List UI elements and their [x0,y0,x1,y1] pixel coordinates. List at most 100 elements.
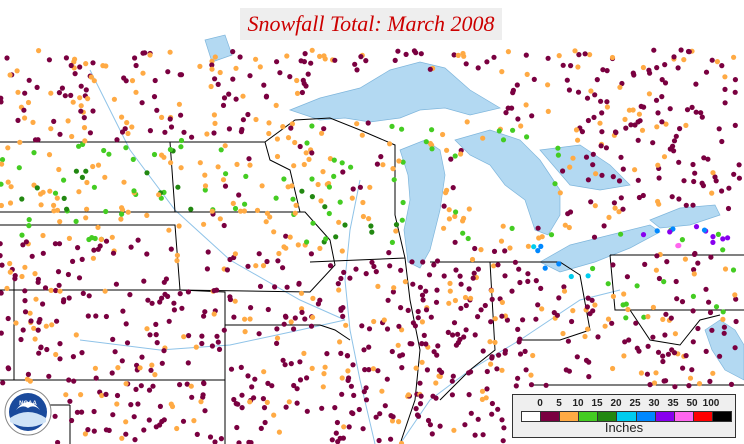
station-marker [95,162,102,168]
station-marker [86,293,92,299]
station-marker [673,278,679,285]
station-marker [119,211,125,217]
station-marker [15,117,21,123]
station-marker [499,69,505,75]
station-marker [341,424,347,430]
station-marker [667,146,673,152]
station-marker [625,306,631,313]
station-marker [308,60,314,66]
station-marker [167,146,173,153]
station-marker [362,367,368,373]
station-marker [57,356,63,362]
station-marker [552,181,558,187]
station-marker [487,339,493,345]
station-marker [517,279,523,286]
station-marker [728,381,735,387]
station-marker [153,321,159,327]
station-marker [466,370,472,376]
station-marker [359,323,365,329]
station-marker [193,344,199,350]
station-marker [177,72,183,78]
station-marker [635,119,641,125]
station-marker [683,122,689,128]
station-marker [585,295,591,301]
station-marker [623,315,629,321]
station-marker [304,375,310,381]
station-marker [638,103,644,109]
station-marker [548,232,555,238]
station-marker [667,229,673,235]
station-marker [25,371,31,377]
station-marker [396,158,402,164]
station-marker [384,376,390,382]
station-marker [284,53,290,59]
station-marker [400,199,406,206]
station-marker [478,247,484,253]
station-marker [495,406,501,412]
station-marker [337,199,343,205]
station-marker [167,49,173,55]
station-marker [496,128,502,134]
station-marker [89,235,95,241]
station-marker [708,254,714,260]
station-marker [209,62,215,68]
station-marker [128,402,134,408]
station-marker [67,398,73,404]
station-marker [273,195,279,201]
station-marker [118,216,124,222]
legend-tick: 0 [537,398,543,409]
station-marker [299,309,305,315]
station-marker [707,378,713,384]
station-marker [0,181,4,187]
station-marker [0,380,6,386]
station-marker [522,348,528,354]
station-marker [63,392,69,398]
station-marker [665,351,672,357]
station-marker [545,108,551,114]
station-marker [336,219,342,225]
lake-winnipeg [204,34,233,63]
station-marker [538,285,544,291]
station-marker [209,208,215,214]
station-marker [202,309,208,315]
station-marker [698,110,704,116]
station-marker [599,172,605,178]
station-marker [472,432,478,438]
station-marker [715,231,722,237]
station-marker [65,271,71,278]
station-marker [280,357,286,363]
station-marker [513,383,519,389]
station-marker [271,412,277,418]
station-marker [470,275,476,281]
station-marker [655,110,661,116]
station-marker [516,266,522,272]
station-marker [495,262,501,268]
station-marker [128,244,134,250]
station-marker [458,305,464,311]
station-marker [220,102,227,108]
station-marker [181,334,187,340]
station-marker [642,261,648,267]
station-marker [320,169,326,175]
station-marker [354,121,360,127]
station-marker [348,164,354,170]
station-marker [110,412,116,418]
station-marker [384,326,391,332]
station-marker [22,288,28,294]
station-marker [36,48,42,54]
station-marker [70,99,76,105]
station-marker [176,101,182,107]
station-marker [570,155,576,161]
station-marker [191,418,197,424]
station-marker [451,320,458,326]
station-marker [215,81,221,87]
station-marker [83,87,89,93]
station-marker [212,76,218,82]
station-marker [233,401,239,407]
station-marker [646,91,653,97]
station-marker [636,194,643,201]
station-marker [611,200,618,206]
station-marker [348,383,354,389]
station-marker [410,320,416,326]
station-marker [475,314,481,320]
